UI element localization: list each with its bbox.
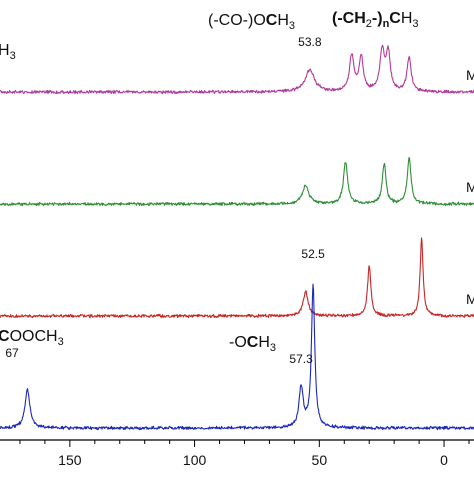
trace-label-2: M xyxy=(466,179,474,195)
peak-label-67: 67 xyxy=(5,346,19,360)
x-tick-label: 100 xyxy=(183,452,207,468)
alkyl-chain-label: (-CH2-)nCH3 xyxy=(332,10,419,30)
peak-label-53-8: 53.8 xyxy=(298,35,322,49)
x-tick-label: 0 xyxy=(440,452,448,468)
spectrum-trace-4 xyxy=(0,283,474,431)
spectrum-trace-1 xyxy=(0,44,474,95)
x-tick-label: 150 xyxy=(58,452,82,468)
ester-methyl-label: (-CO-)OCH3 xyxy=(208,12,295,32)
trace-label-3: M xyxy=(466,291,474,307)
spectrum-trace-2 xyxy=(0,156,474,207)
x-tick-label: 50 xyxy=(312,452,328,468)
peak-label-57-3: 57.3 xyxy=(289,352,313,366)
peak-label-52-5: 52.5 xyxy=(301,247,325,261)
methoxy-label: -OCH3 xyxy=(229,334,276,354)
carbonyl-label: COOCH3 xyxy=(0,328,64,348)
trace-label-1: M xyxy=(466,67,474,83)
top-left-fragment-label: H3 xyxy=(0,42,16,62)
spectrum-trace-3 xyxy=(0,237,474,319)
